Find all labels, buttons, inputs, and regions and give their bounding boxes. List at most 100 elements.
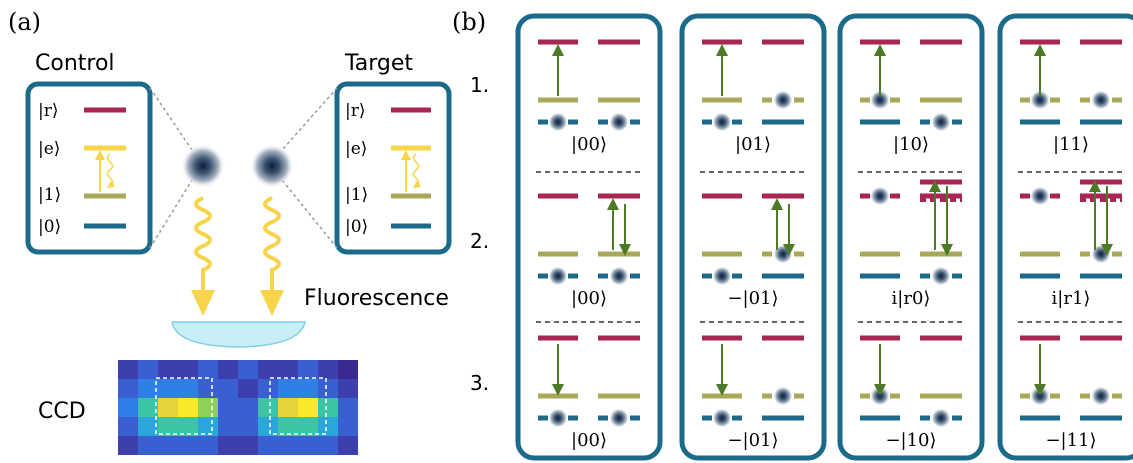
atom — [548, 266, 568, 286]
target-level-1: |1⟩ — [345, 185, 368, 205]
atom — [773, 386, 793, 406]
ccd-roi-control — [155, 377, 213, 435]
state-column-box — [997, 13, 1133, 461]
ccd-image — [118, 360, 358, 455]
target-title: Target — [344, 51, 413, 76]
state-column-box — [515, 13, 663, 461]
panel-b: (b) 1. 2. 3. |00⟩|00⟩|00⟩|01⟩−|01⟩−|01⟩|… — [452, 8, 1133, 461]
ccd-pixel — [238, 417, 258, 436]
fluorescence-label: Fluorescence — [304, 286, 449, 311]
ccd-pixel — [278, 398, 298, 417]
atom — [931, 112, 951, 132]
state-column-11: |11⟩ i|r1⟩ −|11⟩ — [997, 13, 1133, 461]
ccd-pixel — [118, 398, 138, 417]
ccd-pixel — [258, 436, 278, 455]
ccd-pixel — [218, 360, 238, 379]
atom — [712, 408, 732, 428]
ccd-pixel — [138, 436, 158, 455]
ccd-pixel — [118, 436, 138, 455]
atom — [712, 266, 732, 286]
atom — [773, 90, 793, 110]
ccd-pixel — [118, 360, 138, 379]
state-column-00: |00⟩ |00⟩ |00⟩ — [515, 13, 663, 461]
atom — [548, 408, 568, 428]
ccd-pixel — [198, 436, 218, 455]
state-label: −|01⟩ — [727, 288, 778, 309]
state-label: i|r0⟩ — [892, 288, 931, 309]
state-label: |10⟩ — [893, 134, 929, 155]
ccd-pixel — [138, 360, 158, 379]
ccd-pixel — [218, 398, 238, 417]
ccd-pixel — [238, 360, 258, 379]
atom — [1091, 90, 1111, 110]
ccd-pixel — [158, 379, 178, 398]
ccd-pixel — [158, 436, 178, 455]
ccd-pixel — [238, 436, 258, 455]
ccd-pixel — [278, 436, 298, 455]
state-column-box — [837, 13, 985, 461]
atom — [1091, 386, 1111, 406]
ccd-pixel — [178, 417, 198, 436]
ccd-pixel — [238, 398, 258, 417]
state-label: |11⟩ — [1053, 134, 1089, 155]
ccd-label: CCD — [38, 399, 86, 424]
ccd-pixel — [278, 417, 298, 436]
atom — [609, 408, 629, 428]
state-label: |00⟩ — [571, 288, 607, 309]
step-label: 2. — [470, 229, 489, 253]
ccd-pixel — [218, 379, 238, 398]
ccd-pixel — [338, 436, 358, 455]
target-box — [334, 81, 452, 255]
step-label: 3. — [470, 371, 489, 395]
atom — [609, 112, 629, 132]
panel-a: (a) Control |r⟩ |e⟩ |1⟩ |0⟩ Target |r⟩ |… — [8, 8, 452, 455]
ccd-pixel — [298, 436, 318, 455]
ccd-pixel — [318, 436, 338, 455]
target-atom — [250, 144, 294, 188]
ccd-pixel — [318, 360, 338, 379]
ccd-pixel — [278, 379, 298, 398]
atom — [931, 266, 951, 286]
atom — [609, 266, 629, 286]
ccd-pixel — [258, 417, 278, 436]
ccd-pixel — [318, 379, 338, 398]
ccd-pixel — [138, 398, 158, 417]
ccd-pixel — [318, 417, 338, 436]
state-label: i|r1⟩ — [1052, 288, 1091, 309]
control-level-r: |r⟩ — [38, 101, 59, 121]
control-box — [25, 81, 153, 255]
fluorescence-wave-right — [263, 196, 281, 300]
control-title: Control — [35, 51, 115, 76]
atom — [1030, 186, 1050, 206]
atom — [870, 186, 890, 206]
panel-a-label: (a) — [8, 8, 41, 36]
ccd-pixel — [178, 436, 198, 455]
ccd-pixel — [198, 398, 218, 417]
state-column-box — [679, 13, 827, 461]
fluorescence-wave-left — [194, 196, 212, 300]
ccd-pixel — [298, 417, 318, 436]
ccd-roi-target — [269, 377, 327, 435]
ccd-pixel — [118, 417, 138, 436]
ccd-pixel — [138, 379, 158, 398]
ccd-pixel — [198, 379, 218, 398]
ccd-pixel — [258, 360, 278, 379]
ccd-pixel — [178, 379, 198, 398]
ccd-pixel — [198, 417, 218, 436]
target-level-0: |0⟩ — [345, 217, 368, 237]
atom — [870, 90, 890, 110]
ccd-pixel — [238, 379, 258, 398]
ccd-pixel — [318, 398, 338, 417]
fluorescence-arrowhead-right — [260, 290, 284, 316]
ccd-pixel — [178, 360, 198, 379]
fluorescence-arrowhead-left — [191, 290, 215, 316]
ccd-pixel — [278, 360, 298, 379]
ccd-pixel — [298, 360, 318, 379]
zoom-line — [149, 179, 193, 249]
target-decay-wave — [412, 153, 422, 189]
atom — [931, 408, 951, 428]
control-atom — [181, 144, 225, 188]
ccd-pixel — [298, 379, 318, 398]
atom — [712, 112, 732, 132]
